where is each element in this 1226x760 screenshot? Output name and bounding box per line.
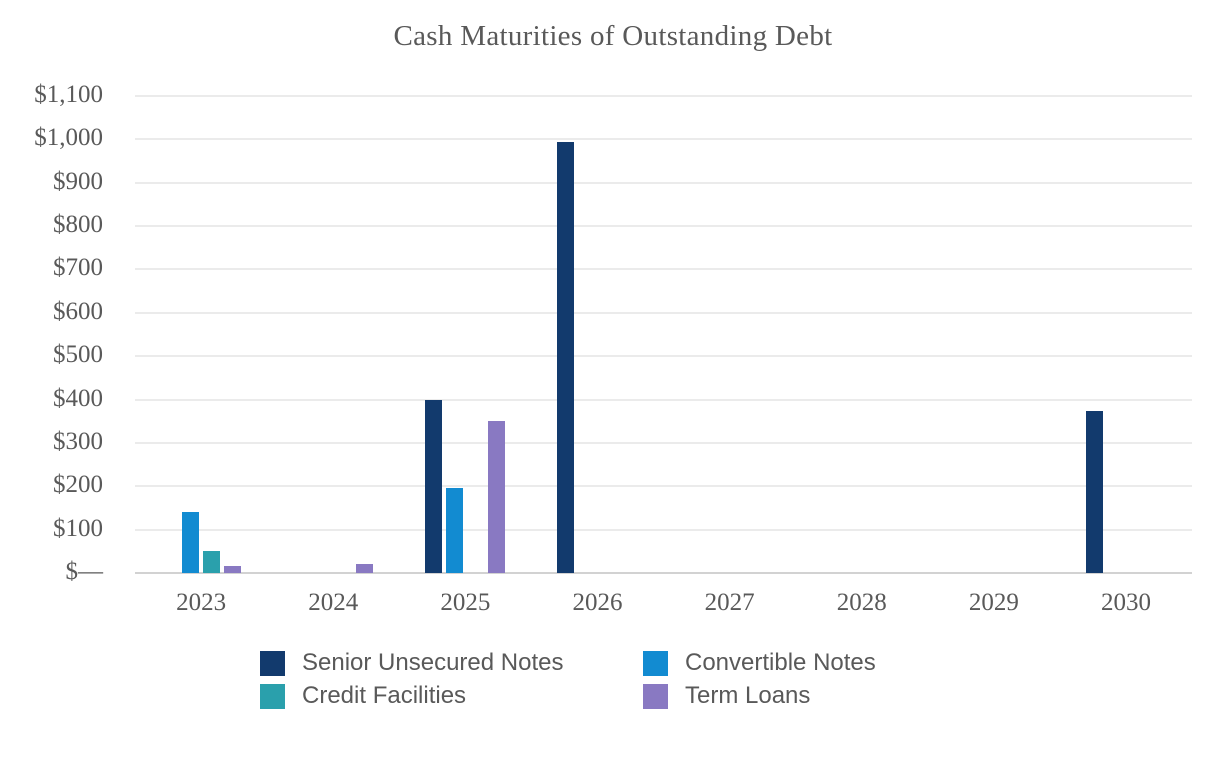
bar-2025-convertible-notes	[446, 487, 464, 573]
bar-2023-term-loans	[224, 566, 242, 573]
chart-title: Cash Maturities of Outstanding Debt	[393, 20, 833, 52]
y-tick-label: $1,100	[34, 81, 103, 108]
gridline	[135, 355, 1192, 358]
legend-swatch-term-loans	[643, 683, 668, 709]
plot-area	[135, 95, 1192, 574]
x-tick-label-2027: 2027	[704, 589, 755, 616]
gridline	[135, 441, 1192, 444]
bar-2026-senior-unsecured-notes	[557, 141, 575, 573]
legend-item-senior-unsecured-notes: Senior Unsecured Notes	[260, 649, 643, 676]
gridline	[135, 138, 1192, 141]
legend-label: Term Loans	[685, 682, 811, 709]
gridline	[135, 268, 1192, 271]
y-tick-label: $300	[53, 427, 103, 455]
bar-2023-convertible-notes	[182, 512, 200, 573]
x-tick-label-2029: 2029	[968, 589, 1019, 616]
x-tick-label-2026: 2026	[572, 589, 623, 616]
legend-swatch-senior-unsecured-notes	[260, 650, 285, 676]
bar-2030-senior-unsecured-notes	[1085, 411, 1103, 573]
x-tick-label-2025: 2025	[440, 589, 491, 616]
x-tick-label-2023: 2023	[176, 589, 227, 616]
gridline	[135, 311, 1192, 314]
gridline	[135, 528, 1192, 531]
legend-swatch-credit-facilities	[260, 683, 285, 709]
y-tick-label: $200	[53, 471, 103, 499]
legend-item-credit-facilities: Credit Facilities	[260, 682, 643, 709]
y-tick-label: $400	[53, 384, 103, 412]
x-tick-label-2024: 2024	[308, 589, 359, 616]
bar-2025-senior-unsecured-notes	[425, 400, 443, 573]
x-axis-line	[135, 572, 1192, 574]
y-tick-label: $500	[53, 341, 103, 369]
gridline	[135, 485, 1192, 488]
gridline	[135, 95, 1192, 97]
gridline	[135, 398, 1192, 401]
legend: Senior Unsecured Notes Convertible Notes C…	[260, 649, 876, 709]
legend-swatch-convertible-notes	[643, 650, 668, 676]
legend-label: Credit Facilities	[302, 682, 467, 709]
y-tick-label: $600	[53, 297, 103, 325]
gridline	[135, 181, 1192, 184]
x-tick-label-2030: 2030	[1100, 589, 1151, 616]
y-tick-label: $900	[53, 167, 103, 195]
y-tick-label: $—	[65, 558, 104, 585]
y-tick-label: $100	[53, 514, 103, 542]
x-tick-label-2028: 2028	[836, 589, 887, 616]
bar-2024-term-loans	[356, 564, 374, 573]
y-tick-label: $1,000	[34, 124, 103, 152]
legend-item-term-loans: Term Loans	[643, 682, 876, 709]
legend-item-convertible-notes: Convertible Notes	[643, 649, 876, 676]
gridline	[135, 225, 1192, 228]
legend-label: Senior Unsecured Notes	[302, 649, 564, 676]
bar-2023-credit-facilities	[203, 551, 221, 573]
y-tick-label: $700	[53, 254, 103, 282]
bar-2025-term-loans	[488, 421, 506, 573]
legend-label: Convertible Notes	[685, 649, 876, 676]
y-tick-label: $800	[53, 211, 103, 239]
